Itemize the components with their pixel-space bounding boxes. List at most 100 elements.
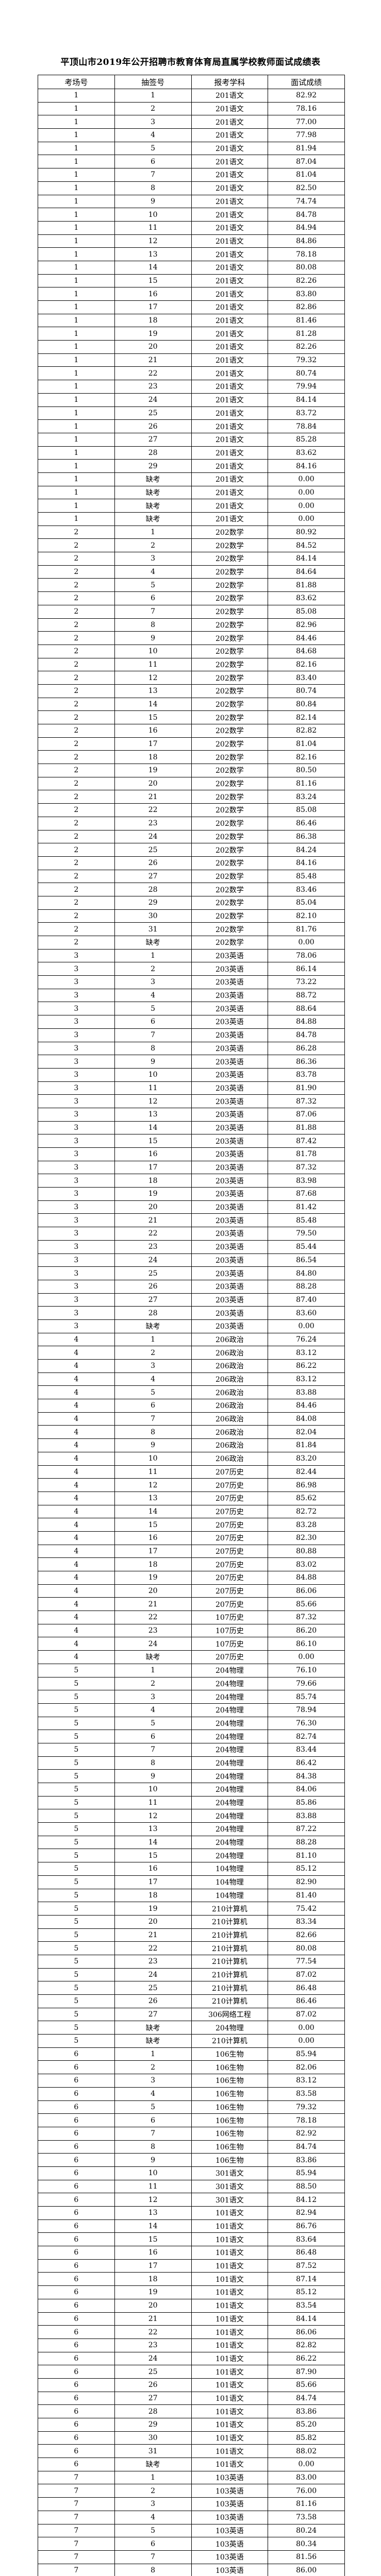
room-number-cell: 4 [38, 1438, 115, 1452]
subject-cell: 203英语 [191, 1081, 269, 1095]
table-row: 2 24 202数学 86.38 [38, 829, 345, 844]
room-number-cell: 6 [38, 2179, 115, 2194]
lot-number-cell: 20 [114, 1584, 192, 1598]
lot-number-cell: 15 [114, 1849, 192, 1863]
score-cell: 83.88 [268, 1809, 345, 1823]
lot-number-cell: 19 [114, 1571, 192, 1585]
table-row: 1 15 201语文 82.26 [38, 274, 345, 288]
subject-cell: 201语文 [191, 300, 269, 314]
subject-cell: 107历史 [191, 1637, 269, 1651]
room-number-cell: 2 [38, 936, 115, 950]
lot-number-cell: 14 [114, 2219, 192, 2233]
subject-cell: 101语文 [191, 2246, 269, 2260]
score-cell: 85.86 [268, 1795, 345, 1810]
subject-cell: 201语文 [191, 512, 269, 526]
score-cell: 76.00 [268, 2484, 345, 2498]
score-cell: 83.62 [268, 591, 345, 605]
subject-cell: 201语文 [191, 406, 269, 420]
room-number-cell: 2 [38, 883, 115, 896]
page-title: 平顶山市2019年公开招聘市教育体育局直属学校教师面试成绩表 [60, 57, 321, 67]
score-cell: 81.78 [268, 1147, 345, 1161]
room-number-cell: 2 [38, 671, 115, 685]
room-number-cell: 5 [38, 1981, 115, 1995]
score-cell: 76.24 [268, 1332, 345, 1347]
score-cell: 87.90 [268, 2365, 345, 2379]
lot-number-cell: 22 [114, 1941, 192, 1955]
subject-cell: 204物理 [191, 1849, 269, 1863]
lot-number-cell: 8 [114, 1041, 192, 1056]
lot-number-cell: 7 [114, 604, 192, 619]
lot-number-cell: 11 [114, 657, 192, 672]
room-number-cell: 4 [38, 1623, 115, 1638]
lot-number-cell: 11 [114, 1795, 192, 1810]
room-number-cell: 6 [38, 2325, 115, 2339]
subject-cell: 202数学 [191, 552, 269, 566]
lot-number-cell: 18 [114, 2272, 192, 2286]
table-row: 2 8 202数学 82.96 [38, 618, 345, 632]
room-number-cell: 4 [38, 1491, 115, 1505]
table-row: 2 14 202数学 80.84 [38, 697, 345, 711]
subject-cell: 101语文 [191, 2219, 269, 2233]
score-cell: 86.06 [268, 1584, 345, 1598]
lot-number-cell: 20 [114, 776, 192, 791]
score-cell: 83.72 [268, 406, 345, 420]
table-row: 2 9 202数学 84.46 [38, 631, 345, 645]
subject-cell: 204物理 [191, 1795, 269, 1810]
table-row: 1 9 201语文 74.74 [38, 194, 345, 209]
subject-cell: 201语文 [191, 128, 269, 142]
room-number-cell: 2 [38, 565, 115, 579]
table-row: 4 12 207历史 86.98 [38, 1478, 345, 1492]
lot-number-cell: 6 [114, 2537, 192, 2551]
room-number-cell: 5 [38, 1968, 115, 1982]
table-row: 2 缺考 202数学 0.00 [38, 936, 345, 950]
subject-cell: 106生物 [191, 2047, 269, 2061]
score-cell: 86.46 [268, 816, 345, 831]
lot-number-cell: 19 [114, 2285, 192, 2299]
subject-cell: 203英语 [191, 1121, 269, 1135]
room-number-cell: 5 [38, 1902, 115, 1916]
score-cell: 82.92 [268, 2126, 345, 2141]
score-cell: 83.24 [268, 790, 345, 804]
room-number-cell: 5 [38, 1690, 115, 1704]
table-row: 7 3 103英语 81.16 [38, 2497, 345, 2511]
table-row: 1 25 201语文 83.72 [38, 406, 345, 420]
lot-number-cell: 6 [114, 591, 192, 605]
room-number-cell: 6 [38, 2431, 115, 2445]
score-cell: 83.64 [268, 2232, 345, 2247]
table-row: 3 2 203英语 86.14 [38, 962, 345, 976]
lot-number-cell: 17 [114, 2259, 192, 2273]
subject-cell: 203英语 [191, 1107, 269, 1122]
room-number-cell: 4 [38, 1544, 115, 1558]
score-cell: 84.80 [268, 1266, 345, 1280]
table-row: 6 28 101语文 83.86 [38, 2404, 345, 2418]
lot-number-cell: 4 [114, 988, 192, 1003]
lot-number-cell: 22 [114, 366, 192, 381]
room-number-cell: 2 [38, 803, 115, 817]
subject-cell: 203英语 [191, 1041, 269, 1056]
subject-cell: 206政治 [191, 1346, 269, 1360]
table-row: 5 24 210计算机 87.02 [38, 1968, 345, 1982]
table-row: 5 21 210计算机 82.66 [38, 1928, 345, 1942]
subject-cell: 306网络工程 [191, 2007, 269, 2022]
score-cell: 85.74 [268, 1690, 345, 1704]
subject-cell: 103英语 [191, 2510, 269, 2524]
lot-number-cell: 9 [114, 631, 192, 645]
subject-cell: 202数学 [191, 724, 269, 738]
room-number-cell: 2 [38, 525, 115, 539]
table-row: 5 20 210计算机 83.34 [38, 1914, 345, 1929]
lot-number-cell: 18 [114, 1888, 192, 1903]
room-number-cell: 1 [38, 472, 115, 486]
score-cell: 87.42 [268, 1134, 345, 1148]
subject-cell: 204物理 [191, 1822, 269, 1836]
table-row: 2 11 202数学 82.16 [38, 657, 345, 672]
lot-number-cell: 30 [114, 2431, 192, 2445]
score-cell: 82.04 [268, 1425, 345, 1439]
room-number-cell: 1 [38, 155, 115, 169]
room-number-cell: 1 [38, 208, 115, 222]
score-cell: 84.14 [268, 2312, 345, 2326]
score-table-header: 考场号 抽签号 报考学科 面试成绩 [38, 75, 345, 89]
room-number-cell: 4 [38, 1385, 115, 1400]
room-number-cell: 1 [38, 168, 115, 182]
lot-number-cell: 3 [114, 2497, 192, 2511]
room-number-cell: 5 [38, 2034, 115, 2048]
